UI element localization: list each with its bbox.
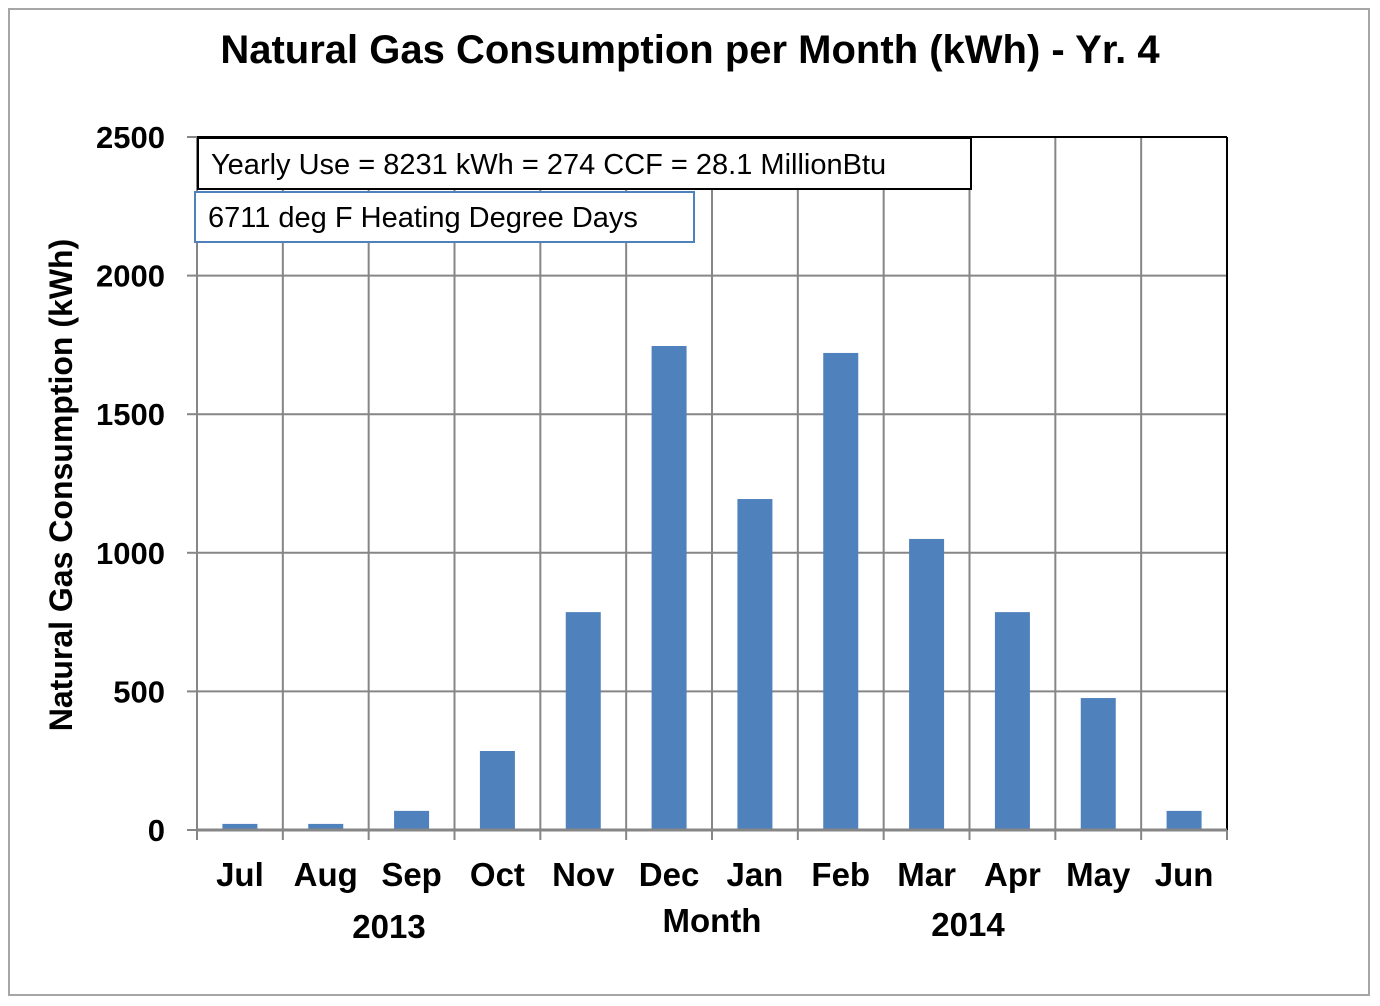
bar-oct [479, 750, 515, 830]
x-tick-label: Jan [726, 856, 783, 893]
bar-jun [1166, 810, 1202, 830]
heating-degree-days-annotation: 6711 deg F Heating Degree Days [194, 191, 695, 243]
x-tick-label: Apr [984, 856, 1041, 893]
x-tick-label: Jul [216, 856, 264, 893]
year-label-2014: 2014 [931, 906, 1005, 943]
yearly-use-annotation: Yearly Use = 8231 kWh = 274 CCF = 28.1 M… [197, 137, 972, 190]
x-tick-label: Sep [381, 856, 442, 893]
bar-jan [737, 499, 773, 830]
x-tick-label: Aug [294, 856, 358, 893]
chart-title: Natural Gas Consumption per Month (kWh) … [220, 28, 1160, 72]
x-tick-label: Mar [897, 856, 956, 893]
x-tick-label: Oct [470, 856, 525, 893]
x-tick-label: Nov [552, 856, 615, 893]
bar-aug [308, 823, 344, 830]
x-axis-label: Month [663, 902, 762, 939]
bar-jul [222, 823, 258, 830]
bar-feb [823, 352, 859, 830]
y-tick-label: 500 [113, 674, 165, 709]
x-tick-label: Jun [1155, 856, 1214, 893]
y-axis-label: Natural Gas Consumption (kWh) [43, 239, 79, 731]
y-tick-label: 2500 [96, 120, 165, 155]
bar-apr [994, 612, 1030, 830]
bar-sep [394, 810, 430, 830]
year-label-2013: 2013 [352, 908, 425, 945]
y-tick-label: 0 [148, 813, 165, 848]
bar-mar [909, 538, 945, 830]
chart-frame [8, 8, 1370, 996]
y-tick-label: 2000 [96, 259, 165, 294]
x-tick-label: May [1066, 856, 1131, 893]
x-tick-label: Dec [639, 856, 700, 893]
bar-dec [651, 346, 687, 830]
bar-may [1080, 698, 1116, 830]
y-tick-label: 1500 [96, 397, 165, 432]
bar-nov [565, 612, 601, 830]
y-tick-label: 1000 [96, 536, 165, 571]
x-tick-label: Feb [811, 856, 870, 893]
